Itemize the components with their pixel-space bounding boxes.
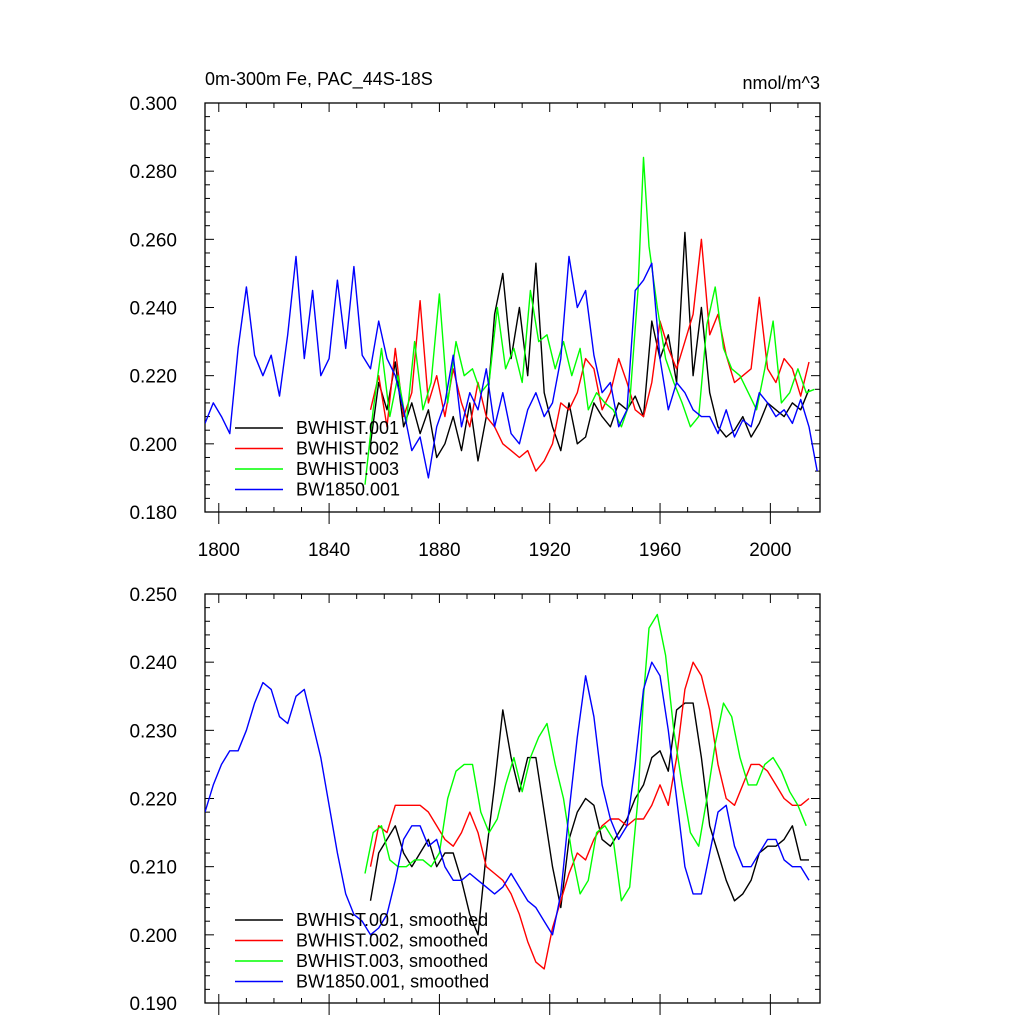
- panel-smoothed: 0.190 0.200 0.210 0.220 0.230 0.240 0.250 BWHIS…: [129, 585, 821, 1015]
- series-line-bwhist-001: [369, 231, 810, 462]
- series-line-bwhist-003-smoothed: [364, 613, 807, 902]
- series-group: [205, 613, 810, 970]
- chart-title: 0m-300m Fe, PAC_44S-18S: [205, 69, 433, 90]
- legend-label: BWHIST.001: [296, 418, 399, 438]
- x-tick-label: 1880: [418, 540, 460, 561]
- legend-label: BWHIST.001, smoothed: [296, 910, 488, 930]
- y-tick-label: 0.200: [129, 435, 177, 456]
- legend-label: BWHIST.002, smoothed: [296, 931, 488, 951]
- series-line-bwhist-003: [364, 156, 815, 485]
- y-tick-label: 0.200: [129, 926, 177, 947]
- series-line-bwhist-002: [369, 238, 810, 472]
- y-tick-label: 0.220: [129, 790, 177, 811]
- series-line-bwhist-002-smoothed: [369, 661, 810, 970]
- y-tick-label: 0.260: [129, 230, 177, 251]
- series-line-bw1850-001: [205, 255, 818, 479]
- y-tick-label: 0.300: [129, 94, 177, 115]
- x-tick-label: 1800: [198, 540, 240, 561]
- legend-label: BWHIST.003, smoothed: [296, 951, 488, 971]
- y-tick-label: 0.220: [129, 367, 177, 388]
- series-line-bw1850-001-smoothed: [205, 661, 810, 936]
- y-tick-label: 0.280: [129, 162, 177, 183]
- y-tick-label: 0.180: [129, 503, 177, 524]
- x-tick-label: 1960: [639, 540, 681, 561]
- legend-label: BW1850.001: [296, 480, 400, 500]
- y-tick-label: 0.240: [129, 299, 177, 320]
- y-tick-label: 0.250: [129, 585, 177, 606]
- panel-raw: 0.180 0.200 0.220 0.240 0.260 0.280 0.300 1800 1…: [129, 69, 821, 561]
- y-tick-label: 0.240: [129, 653, 177, 674]
- y-tick-label: 0.190: [129, 994, 177, 1015]
- y-tick-label: 0.230: [129, 721, 177, 742]
- legend-label: BWHIST.002: [296, 439, 399, 459]
- series-group: [205, 156, 818, 485]
- x-tick-label: 1920: [529, 540, 571, 561]
- units-label: nmol/m^3: [743, 73, 820, 93]
- x-tick-label: 2000: [749, 540, 791, 561]
- legend-label: BW1850.001, smoothed: [296, 972, 489, 992]
- y-tick-label: 0.210: [129, 858, 177, 879]
- legend-label: BWHIST.003: [296, 459, 399, 479]
- series-line-bwhist-001-smoothed: [369, 702, 809, 936]
- x-tick-label: 1840: [308, 540, 350, 561]
